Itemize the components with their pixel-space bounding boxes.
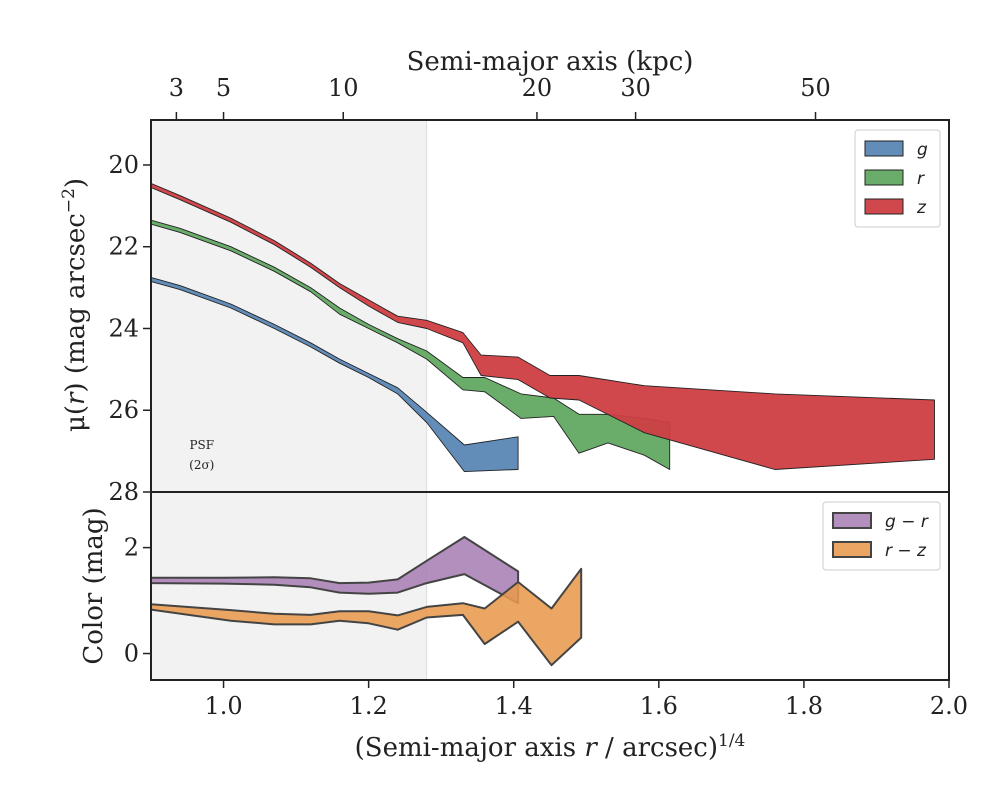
xtick-label: 1.8 [785,692,823,720]
x-axis-label: (Semi-major axis r / arcsec)1/4 [355,731,746,763]
top-axis-label: Semi-major axis (kpc) [407,47,694,77]
band-g [151,276,519,473]
kpc-tick-label: 5 [216,74,231,102]
legend-swatch-g_minus_r [832,512,872,529]
legend-label-r_minus_z: r − z [885,541,927,561]
psf-region [151,120,427,492]
legend-swatch-z [864,198,904,215]
kpc-tick-label: 30 [620,74,651,102]
top-ytick-label: 24 [108,314,139,342]
legend-label-g: g [917,140,928,160]
bands [151,536,583,667]
band-z [151,182,935,470]
legend-swatch-r [864,169,904,186]
bottom-ytick-label: 2 [124,534,139,562]
top-ytick-label: 22 [108,233,139,261]
kpc-tick-label: 50 [800,74,831,102]
band-r_minus_z [151,567,583,667]
kpc-tick-label: 3 [169,74,184,102]
psf-label: PSF [189,438,214,452]
xtick-label: 1.2 [350,692,388,720]
psf-sigma-label: (2σ) [189,458,214,472]
color-axis-label: Color (mag) [79,507,109,664]
legend-label-g_minus_r: g − r [885,512,929,532]
legend-label-r: r [917,169,925,189]
xtick-label: 1.4 [495,692,533,720]
bands [151,182,935,473]
top-ytick-label: 20 [108,151,139,179]
plot-frame [150,491,950,681]
legend-swatch-r_minus_z [832,541,872,558]
bottom-ytick-label: 0 [124,640,139,668]
top-ytick-label: 28 [108,478,139,506]
surface-brightness-panel: 20 22 24 26 28 3 5 10 20 30 50 PSF (2σ) grz [108,74,950,506]
top-ytick-label: 26 [108,396,139,424]
xtick-label: 2.0 [930,692,968,720]
kpc-tick-label: 10 [328,74,359,102]
legend-swatch-g [864,140,904,157]
kpc-tick-label: 20 [522,74,553,102]
surface-brightness-axis-label: μ(r) (mag arcsec−2) [59,178,91,432]
band-r [151,219,671,470]
color-panel: 0 2 1.0 1.2 1.4 1.6 1.8 2.0 g − r r − z [124,491,968,720]
legend-label-z: z [916,198,927,218]
xtick-label: 1.6 [640,692,678,720]
xtick-label: 1.0 [204,692,242,720]
